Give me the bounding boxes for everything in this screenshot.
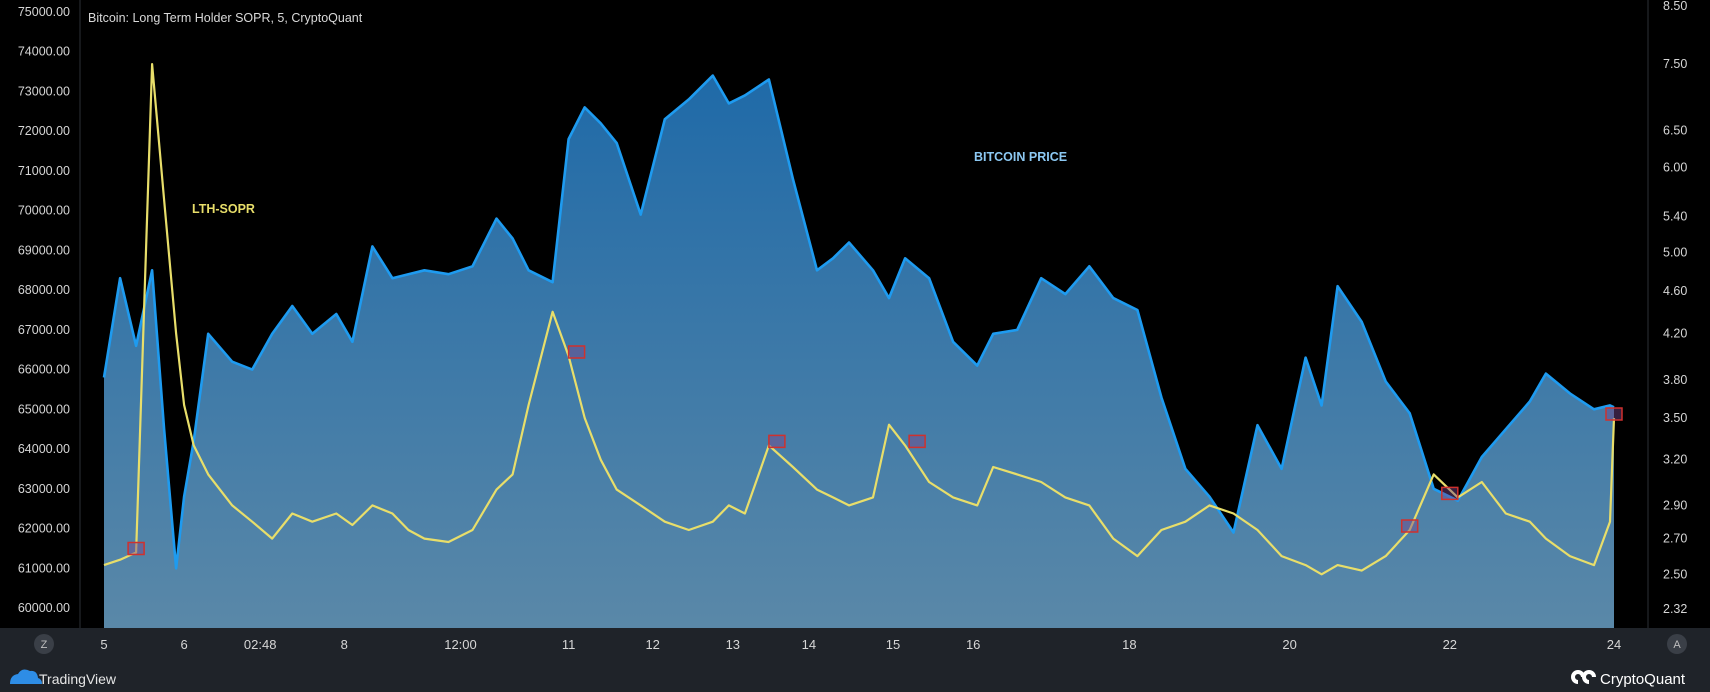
x-tick-label: 20: [1282, 637, 1296, 652]
y-right-tick-label: 7.50: [1663, 57, 1687, 71]
x-tick-label: 5: [100, 637, 107, 652]
x-tick-label: 22: [1443, 637, 1457, 652]
x-tick-label: 24: [1607, 637, 1621, 652]
right-axis-ticks: 8.50 7.50 6.50 6.00 5.40 5.00 4.60 4.20 3.80 3.50…: [1663, 0, 1687, 616]
y-left-tick-label: 63000.00: [18, 482, 70, 496]
y-left-tick-label: 60000.00: [18, 601, 70, 615]
peak-markers-layer: [127, 345, 1623, 556]
x-tick-label: 02:48: [244, 637, 277, 652]
footer-bar: [0, 656, 1710, 692]
series-line-lth-sopr: [103, 62, 1616, 576]
y-right-tick-label: 4.20: [1663, 326, 1687, 340]
x-tick-label: 6: [180, 637, 187, 652]
y-right-tick-label: 5.40: [1663, 210, 1687, 224]
x-tick-label: 13: [726, 637, 740, 652]
x-tick-label: 18: [1122, 637, 1136, 652]
left-scale-button[interactable]: Z: [34, 634, 54, 654]
y-right-tick-label: 2.32: [1663, 602, 1687, 616]
y-left-tick-label: 74000.00: [18, 45, 70, 59]
series-line-bitcoin-price: [102, 74, 1615, 570]
y-right-tick-label: 8.50: [1663, 0, 1687, 13]
price-annotation: BITCOIN PRICE: [974, 150, 1067, 164]
tradingview-cloud-icon: [10, 669, 42, 684]
y-left-tick-label: 75000.00: [18, 5, 70, 19]
x-tick-label: 14: [802, 637, 816, 652]
peak-marker: [908, 434, 926, 449]
y-left-tick-label: 62000.00: [18, 522, 70, 536]
y-right-tick-label: 5.00: [1663, 245, 1687, 259]
y-right-tick-label: 2.90: [1663, 498, 1687, 512]
peak-marker: [1441, 486, 1459, 501]
y-left-tick-label: 65000.00: [18, 402, 70, 416]
x-tick-label: 11: [562, 637, 576, 652]
time-axis-ticks: 5 6 02:48 8 12:00 11 12 13 14 15 16 18 20 22 24: [100, 637, 1621, 652]
y-right-tick-label: 2.70: [1663, 532, 1687, 546]
x-tick-label: 15: [886, 637, 900, 652]
price-line-layer: [102, 74, 1615, 570]
peak-marker: [768, 434, 786, 449]
y-left-tick-label: 72000.00: [18, 124, 70, 138]
y-right-tick-label: 4.60: [1663, 284, 1687, 298]
price-area-layer: [104, 75, 1614, 629]
peak-marker: [127, 541, 145, 556]
right-scale-label: A: [1673, 639, 1681, 651]
peak-marker: [1400, 519, 1419, 533]
tradingview-logo[interactable]: TradingView: [10, 669, 117, 687]
sopr-annotation: LTH-SOPR: [192, 202, 255, 216]
y-left-tick-label: 61000.00: [18, 561, 70, 575]
y-right-tick-label: 3.50: [1663, 411, 1687, 425]
peak-marker: [1605, 407, 1623, 421]
left-axis-ticks: 75000.00 74000.00 73000.00 72000.00 71000.00…: [18, 5, 70, 615]
y-left-tick-label: 70000.00: [18, 204, 70, 218]
y-right-tick-label: 3.20: [1663, 453, 1687, 467]
chart-title: Bitcoin: Long Term Holder SOPR, 5, Crypt…: [88, 11, 363, 25]
y-right-tick-label: 2.50: [1663, 567, 1687, 581]
peak-marker: [567, 345, 586, 359]
left-scale-label: Z: [41, 639, 48, 651]
cryptoquant-label: CryptoQuant: [1600, 671, 1686, 688]
y-left-tick-label: 68000.00: [18, 283, 70, 297]
cryptoquant-mark-icon: [1571, 670, 1596, 684]
y-left-tick-label: 66000.00: [18, 363, 70, 377]
y-left-tick-label: 67000.00: [18, 323, 70, 337]
x-tick-label: 12:00: [444, 637, 477, 652]
y-left-tick-label: 64000.00: [18, 442, 70, 456]
y-left-tick-label: 71000.00: [18, 164, 70, 178]
y-left-tick-label: 73000.00: [18, 85, 70, 99]
cryptoquant-logo: CryptoQuant: [1571, 670, 1686, 688]
x-tick-label: 16: [966, 637, 980, 652]
x-tick-label: 12: [645, 637, 659, 652]
y-right-tick-label: 6.50: [1663, 124, 1687, 138]
tradingview-label: TradingView: [39, 671, 117, 687]
right-scale-button[interactable]: A: [1667, 634, 1687, 654]
y-right-tick-label: 3.80: [1663, 373, 1687, 387]
sopr-line-layer: [103, 62, 1616, 576]
price-area-fill: [104, 75, 1614, 629]
y-left-tick-label: 69000.00: [18, 243, 70, 257]
y-right-tick-label: 6.00: [1663, 161, 1687, 175]
time-axis-panel: [0, 628, 1710, 656]
x-tick-label: 8: [341, 637, 348, 652]
